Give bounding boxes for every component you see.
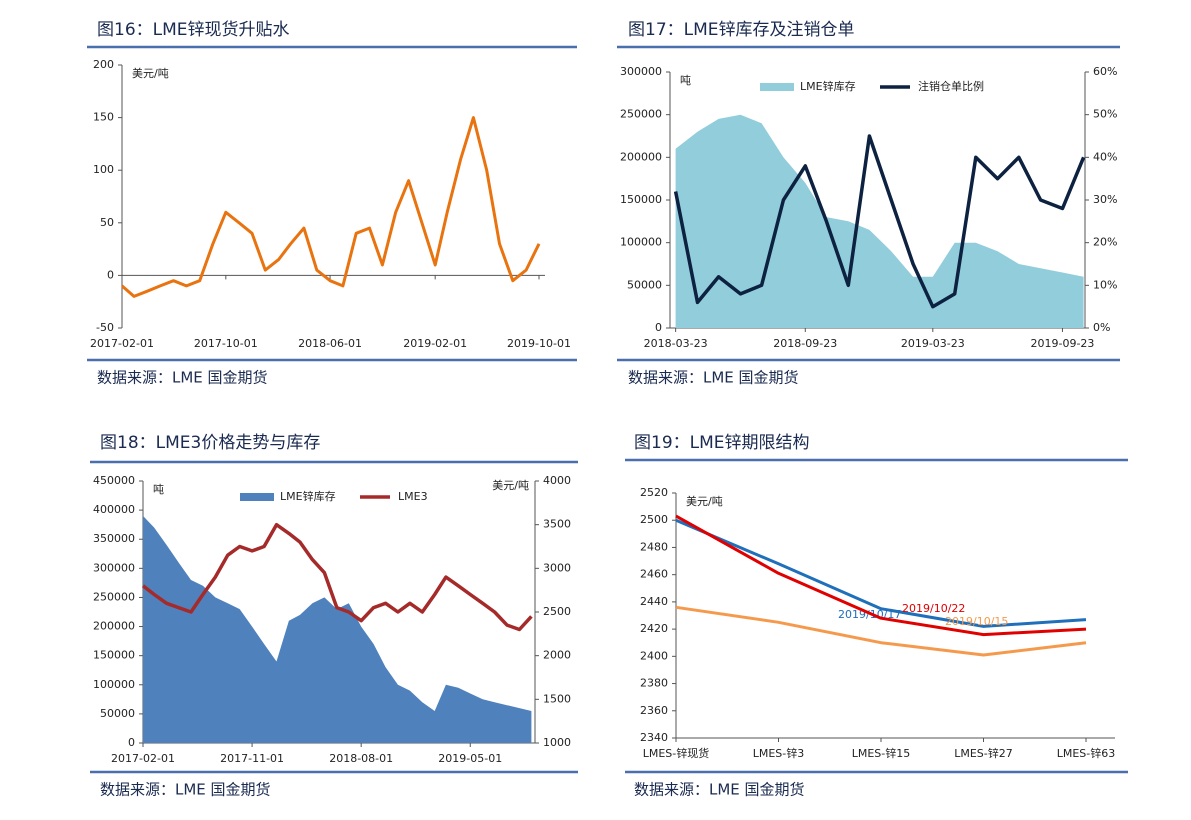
y-tick-label: 150000 <box>93 649 135 662</box>
y-tick-label: 2460 <box>640 568 668 581</box>
y-tick-label: 0 <box>107 268 114 281</box>
y-tick-label: 300000 <box>620 65 662 78</box>
y-tick-label: 2480 <box>640 540 668 553</box>
y2-tick-label: 30% <box>1093 193 1117 206</box>
y-tick-label: 250000 <box>93 590 135 603</box>
x-tick-label: 2017-10-01 <box>194 337 258 350</box>
y-tick-label: 150 <box>93 111 114 124</box>
y-tick-label: 200 <box>93 58 114 71</box>
y-tick-label: 300000 <box>93 561 135 574</box>
x-tick-label: LMES-锌3 <box>753 746 805 760</box>
y-unit: 美元/吨 <box>686 495 723 508</box>
series-label: 2019/10/15 <box>945 615 1008 628</box>
x-tick-label: 2019-10-01 <box>507 337 571 350</box>
y-tick-label: 2380 <box>640 677 668 690</box>
y2-tick-label: 3500 <box>543 518 571 531</box>
chart-title: 图17：LME锌库存及注销仓单 <box>628 20 855 40</box>
y-tick-label: 0 <box>655 321 662 334</box>
legend-label: LME3 <box>398 490 428 503</box>
legend-label: 注销仓单比例 <box>918 79 984 93</box>
chart-title: 图16：LME锌现货升贴水 <box>97 20 290 40</box>
area <box>675 114 1084 328</box>
y-tick-label: 350000 <box>93 532 135 545</box>
area <box>143 515 532 743</box>
x-tick-label: 2019-02-01 <box>403 337 467 350</box>
line <box>675 514 1087 637</box>
y-tick-label: 2400 <box>640 649 668 662</box>
y-tick-label: 100 <box>93 163 114 176</box>
x-tick-label: LMES-锌15 <box>852 746 911 760</box>
y-tick-label: 2340 <box>640 731 668 744</box>
x-tick-label: 2019-03-23 <box>901 337 965 350</box>
y-tick-label: 100000 <box>93 678 135 691</box>
source: 数据来源：LME 国金期货 <box>634 781 805 799</box>
y-tick-label: 150000 <box>620 193 662 206</box>
x-tick-label: LMES-锌27 <box>954 746 1013 760</box>
y2-tick-label: 40% <box>1093 150 1117 163</box>
x-tick-label: 2019-09-23 <box>1030 337 1094 350</box>
y-tick-label: 100000 <box>620 236 662 249</box>
y-tick-label: 0 <box>128 736 135 749</box>
source: 数据来源：LME 国金期货 <box>100 781 271 799</box>
y-unit: 美元/吨 <box>132 67 169 80</box>
y2-tick-label: 50% <box>1093 108 1117 121</box>
line <box>673 134 1086 309</box>
y-tick-label: 200000 <box>620 150 662 163</box>
series-label: 2019/10/22 <box>902 602 965 615</box>
y2-tick-label: 2500 <box>543 605 571 618</box>
y-tick-label: 2360 <box>640 704 668 717</box>
source: 数据来源：LME 国金期货 <box>628 369 799 387</box>
chart-title: 图19：LME锌期限结构 <box>634 433 810 453</box>
y-unit: 吨 <box>680 74 691 87</box>
y-tick-label: 250000 <box>620 108 662 121</box>
y-unit: 吨 <box>153 483 164 496</box>
legend-swatch <box>240 493 274 501</box>
y2-tick-label: 60% <box>1093 65 1117 78</box>
y-tick-label: 50000 <box>627 278 662 291</box>
x-tick-label: 2017-02-01 <box>90 337 154 350</box>
y-tick-label: 2520 <box>640 486 668 499</box>
y-tick-label: 400000 <box>93 503 135 516</box>
y2-tick-label: 20% <box>1093 236 1117 249</box>
line <box>675 605 1087 657</box>
line <box>675 518 1087 628</box>
y2-tick-label: 0% <box>1093 321 1110 334</box>
y2-unit: 美元/吨 <box>492 479 529 492</box>
legend-label: LME锌库存 <box>280 489 336 503</box>
legend-swatch <box>760 83 794 91</box>
y2-tick-label: 3000 <box>543 561 571 574</box>
y-tick-label: -50 <box>96 321 114 334</box>
y-tick-label: 450000 <box>93 474 135 487</box>
x-tick-label: 2018-08-01 <box>329 752 393 765</box>
chart-title: 图18：LME3价格走势与库存 <box>100 433 320 453</box>
y2-tick-label: 10% <box>1093 278 1117 291</box>
y-tick-label: 2420 <box>640 622 668 635</box>
y-tick-label: 2500 <box>640 513 668 526</box>
y2-tick-label: 1500 <box>543 692 571 705</box>
x-tick-label: 2017-11-01 <box>220 752 284 765</box>
x-tick-label: 2018-03-23 <box>644 337 708 350</box>
y2-tick-label: 4000 <box>543 474 571 487</box>
y-tick-label: 200000 <box>93 620 135 633</box>
y2-tick-label: 1000 <box>543 736 571 749</box>
y2-tick-label: 2000 <box>543 649 571 662</box>
source: 数据来源：LME 国金期货 <box>97 369 268 387</box>
x-tick-label: 2017-02-01 <box>111 752 175 765</box>
line <box>141 522 533 632</box>
x-tick-label: 2018-06-01 <box>298 337 362 350</box>
x-tick-label: LMES-锌63 <box>1057 746 1116 760</box>
y-tick-label: 50 <box>100 216 114 229</box>
x-tick-label: 2018-09-23 <box>773 337 837 350</box>
line <box>121 116 541 298</box>
y-tick-label: 2440 <box>640 595 668 608</box>
legend-label: LME锌库存 <box>800 79 856 93</box>
x-tick-label: 2019-05-01 <box>438 752 502 765</box>
x-tick-label: LMES-锌现货 <box>643 746 710 760</box>
y-tick-label: 50000 <box>100 707 135 720</box>
